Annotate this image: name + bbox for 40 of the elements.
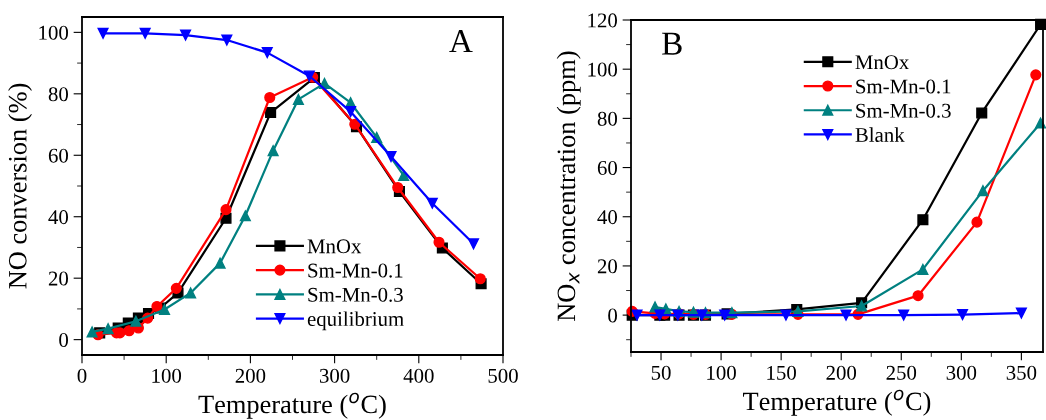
- y-tick-label: 100: [588, 62, 618, 77]
- x-tick-label: 50: [651, 365, 671, 380]
- legend-label: Sm-Mn-0.1: [308, 263, 403, 278]
- x-tick-label: 100: [152, 368, 182, 383]
- y-tick-label: 100: [39, 25, 69, 40]
- x-tick-label: 0: [77, 368, 87, 383]
- legend-label: Sm-Mn-0.1: [856, 79, 951, 94]
- y-tick-label: 60: [597, 160, 618, 175]
- legend-label: equilibrium: [307, 311, 404, 331]
- x-tick-label: 200: [235, 368, 266, 383]
- y-tick-label: 20: [597, 259, 618, 274]
- x-tick-label: 100: [707, 365, 736, 380]
- y-tick-label: 120: [588, 13, 618, 28]
- legend-label: Sm-Mn-0.3: [308, 287, 403, 302]
- y-tick-label: 80: [597, 111, 618, 126]
- annotation: B: [662, 32, 682, 55]
- y-tick-label: 0: [59, 333, 69, 348]
- y-axis-title: NO$_{x}$ concentration (ppm): [556, 51, 581, 322]
- x-tick-label: 500: [488, 368, 518, 383]
- x-tick-label: 350: [1006, 365, 1037, 380]
- x-tick-label: 200: [826, 365, 857, 380]
- x-axis-title: Temperature ($^{o}$C): [198, 392, 386, 419]
- y-tick-label: 0: [608, 308, 618, 323]
- y-tick-label: 60: [48, 148, 69, 163]
- legend-label: MnOx: [855, 55, 910, 70]
- x-tick-label: 250: [886, 365, 917, 380]
- x-tick-label: 300: [319, 368, 350, 383]
- annotation: A: [449, 30, 473, 53]
- y-axis-title: NO conversion (%): [8, 83, 32, 289]
- y-tick-label: 40: [597, 210, 618, 225]
- legend-label: MnOx: [307, 239, 362, 254]
- x-tick-label: 150: [767, 365, 796, 380]
- y-tick-label: 20: [48, 271, 69, 286]
- y-tick-label: 80: [48, 87, 69, 102]
- legend-label: Blank: [855, 127, 905, 142]
- legend-label: Sm-Mn-0.3: [856, 103, 951, 118]
- x-axis-title: Temperature ($^{o}$C): [743, 389, 931, 416]
- x-tick-label: 400: [403, 368, 434, 383]
- y-tick-label: 40: [48, 210, 69, 225]
- x-tick-label: 300: [946, 365, 977, 380]
